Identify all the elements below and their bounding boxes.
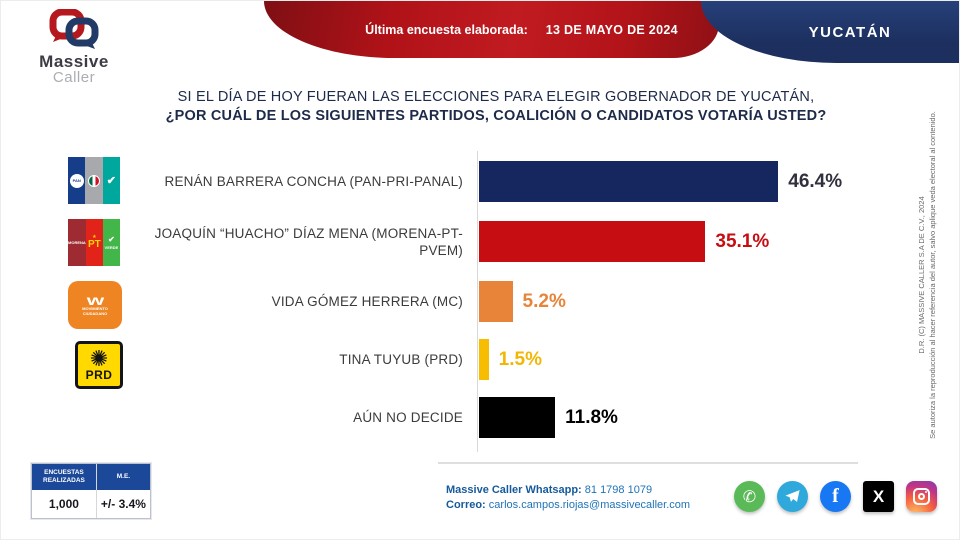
pan-icon: PAN (69, 173, 84, 188)
question-line-1: SI EL DÍA DE HOY FUERAN LAS ELECCIONES P… (177, 89, 815, 105)
copyright-line-1: D.R. (C) MASSIVE CALLER S.A DE C.V., 202… (917, 196, 926, 354)
logo-morena-pt-pvem: MORENA ★ PT ✔ VERDE (68, 219, 120, 266)
bar-pan-pri-panal (479, 161, 779, 202)
sample-stats-table: ENCUESTAS REALIZADAS M.E. 1,000 +/- 3.4% (31, 463, 151, 519)
social-icons: ✆ f X (734, 481, 937, 512)
prd-sun-icon: ✺ (89, 346, 109, 371)
email-label: Correo: (446, 499, 486, 511)
email-address: carlos.campos.riojas@massivecaller.com (485, 499, 691, 511)
bar-mc (479, 281, 513, 322)
prd-text: PRD (85, 368, 113, 382)
panal-icon: ✔ (106, 175, 116, 187)
bar-undecided (479, 397, 556, 438)
stats-value-margin: +/- 3.4% (100, 497, 146, 511)
massive-caller-logo: Massive Caller (19, 9, 129, 85)
whatsapp-icon[interactable]: ✆ (734, 481, 765, 512)
question-line-2: ¿POR CUÁL DE LOS SIGUIENTES PARTIDOS, CO… (165, 108, 827, 124)
candidate-label: RENÁN BARRERA CONCHA (PAN-PRI-PANAL) (164, 174, 463, 189)
instagram-icon[interactable] (906, 481, 937, 512)
pvem-bird-icon: ✔ (108, 235, 115, 244)
candidate-label: TINA TUYUB (PRD) (339, 352, 463, 367)
region-banner: YUCATÁN (701, 1, 959, 63)
bar-value: 1.5% (498, 348, 542, 370)
pan-stripe: PAN (68, 157, 86, 204)
panal-stripe: ✔ (102, 157, 120, 204)
copyright-line-2: Se autoriza la reproducción al hacer ref… (928, 111, 937, 439)
telegram-icon[interactable] (777, 481, 808, 512)
mc-text-2: CIUDADANO (82, 311, 108, 316)
logo-prd: ✺ PRD (75, 341, 123, 389)
candidate-label: VIDA GÓMEZ HERRERA (MC) (271, 294, 463, 309)
brand-name: Massive (39, 52, 109, 71)
stats-header-margin: M.E. (116, 473, 131, 480)
bar-prd (479, 339, 489, 380)
candidate-label: AÚN NO DECIDE (353, 410, 463, 425)
bar-value: 5.2% (522, 290, 566, 312)
morena-text: MORENA (68, 240, 86, 245)
stats-header-surveys: ENCUESTAS REALIZADAS (32, 464, 97, 490)
pri-icon (87, 174, 100, 187)
mc-text-1: MOVIMIENTO (82, 306, 108, 311)
contact-info: Massive Caller Whatsapp: 81 1798 1079 Co… (446, 483, 690, 513)
candidate-label: JOAQUÍN “HUACHO” DÍAZ MENA (MORENA-PT-PV… (154, 225, 463, 258)
chat-bubbles-icon (49, 9, 99, 49)
footer-divider (438, 462, 858, 464)
bar-value: 35.1% (715, 230, 770, 252)
bar-value: 11.8% (565, 406, 618, 428)
question-title: SI EL DÍA DE HOY FUERAN LAS ELECCIONES P… (131, 89, 861, 124)
pt-star-icon: ★ (92, 234, 97, 240)
brand-subname: Caller (52, 69, 96, 86)
logo-pan-pri-panal: PAN ✔ (68, 157, 120, 204)
x-twitter-icon[interactable]: X (863, 481, 894, 512)
stats-value-surveys: 1,000 (32, 490, 97, 518)
whatsapp-label: Massive Caller Whatsapp: (446, 484, 582, 496)
pt-stripe: ★ PT (85, 219, 103, 266)
survey-date-label: Última encuesta elaborada: (365, 22, 528, 37)
pvem-text: VERDE (104, 245, 119, 250)
logo-movimiento-ciudadano: w MOVIMIENTO CIUDADANO (68, 281, 122, 329)
chart-axis-line (477, 151, 478, 452)
survey-date-value: 13 DE MAYO DE 2024 (545, 22, 678, 37)
bar-value: 46.4% (788, 170, 843, 192)
copyright-notice: D.R. (C) MASSIVE CALLER S.A DE C.V., 202… (916, 60, 940, 490)
whatsapp-number: 81 1798 1079 (581, 484, 653, 496)
pt-text: PT (87, 239, 101, 250)
facebook-icon[interactable]: f (820, 481, 851, 512)
mc-eagle-icon: w (86, 292, 104, 308)
region-name: YUCATÁN (808, 23, 892, 41)
pvem-stripe: ✔ VERDE (102, 219, 120, 266)
pri-stripe (85, 157, 103, 204)
survey-date-banner: Última encuesta elaborada: 13 DE MAYO DE… (264, 1, 719, 58)
bar-morena-pt-pvem (479, 221, 706, 262)
morena-stripe: MORENA (68, 219, 86, 266)
